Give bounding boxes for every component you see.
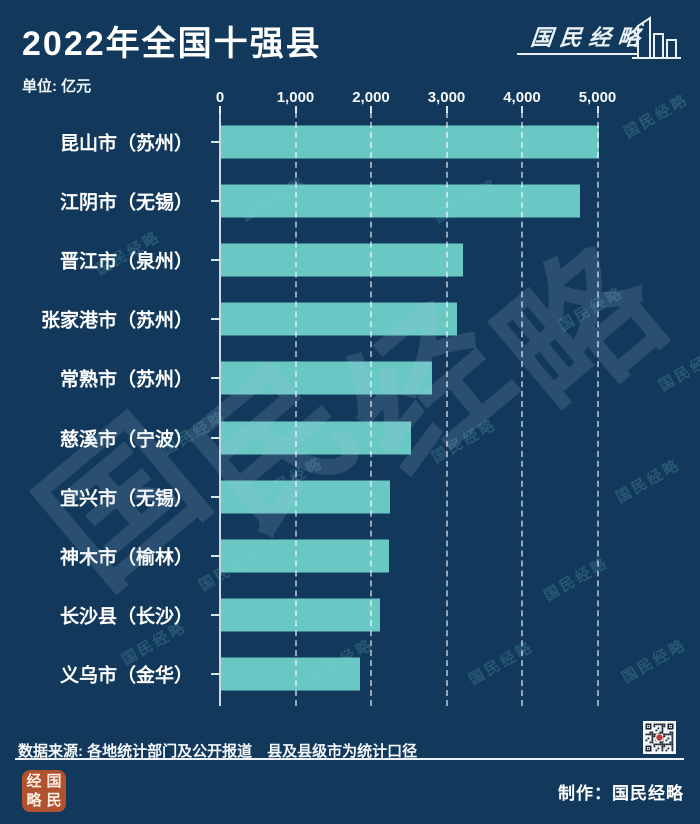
y-axis-line <box>219 106 221 706</box>
x-axis-tick-mark <box>521 106 523 113</box>
category-label: 昆山市（苏州） <box>59 133 193 155</box>
bar-row: 长沙县（长沙） <box>0 585 700 644</box>
y-axis-tick-mark <box>211 672 220 675</box>
x-axis-tick-mark <box>596 106 599 113</box>
category-label: 义乌市（金华） <box>59 665 193 687</box>
y-axis-tick-mark <box>211 613 220 616</box>
bar-row: 昆山市（苏州） <box>0 113 700 172</box>
category-label: 江阴市（无锡） <box>59 192 193 214</box>
maker-credit: 制作：国民经略 <box>558 784 684 803</box>
category-label: 宜兴市（无锡） <box>59 488 193 510</box>
bar-row: 义乌市（金华） <box>0 644 700 703</box>
gridline <box>370 112 372 706</box>
category-label: 神木市（榆林） <box>59 547 193 569</box>
y-axis-tick-mark <box>211 141 220 143</box>
bar <box>221 657 360 691</box>
y-axis-tick-mark <box>211 318 220 321</box>
bar-row: 宜兴市（无锡） <box>0 467 700 526</box>
x-axis-tick-mark <box>370 106 372 113</box>
x-axis-tick-label: 4,000 <box>503 89 541 106</box>
category-label: 常熟市（苏州） <box>59 369 193 391</box>
bar <box>221 421 412 454</box>
y-axis-tick-mark <box>211 200 220 203</box>
gridline <box>521 112 523 706</box>
bar-row: 慈溪市（宁波） <box>0 408 700 467</box>
gridline <box>596 112 599 706</box>
footer-divider <box>15 758 684 760</box>
category-label: 张家港市（苏州） <box>40 310 193 332</box>
data-source-note: 数据来源: 各地统计部门及公开报道 县及县级市为统计口径 <box>18 743 418 760</box>
seal-char: 经 <box>26 772 42 790</box>
bar-row: 神木市（榆林） <box>0 526 700 585</box>
brand-seal: 经 国 略 民 <box>22 770 66 812</box>
category-label: 长沙县（长沙） <box>59 606 193 628</box>
seal-char: 民 <box>46 791 62 809</box>
seal-char: 略 <box>26 791 42 809</box>
y-axis-tick-mark <box>211 259 220 262</box>
x-axis-tick-mark <box>219 106 221 113</box>
bar-row: 江阴市（无锡） <box>0 172 700 231</box>
x-axis-tick-label: 3,000 <box>427 89 466 106</box>
brand-logo: 国民经略 <box>517 14 682 60</box>
bar-row: 晋江市（泉州） <box>0 231 700 290</box>
category-label: 晋江市（泉州） <box>59 251 193 273</box>
qr-code <box>643 721 676 754</box>
x-axis-tick-mark <box>445 106 448 113</box>
bar <box>221 302 457 336</box>
y-axis-tick-mark <box>211 495 220 498</box>
x-axis-tick-label: 5,000 <box>578 89 617 106</box>
bar <box>221 125 599 159</box>
bar <box>221 480 391 514</box>
gridline <box>445 112 448 706</box>
bar-row: 张家港市（苏州） <box>0 290 700 349</box>
bar <box>221 361 433 395</box>
x-axis-tick-label: 2,000 <box>352 89 390 106</box>
bar <box>221 184 580 218</box>
y-axis-tick-mark <box>211 377 220 380</box>
gridline <box>294 112 297 706</box>
x-axis-tick-label: 1,000 <box>276 89 315 106</box>
bar <box>221 243 464 277</box>
bar-row: 常熟市（苏州） <box>0 349 700 408</box>
x-axis-tick-label: 0 <box>215 89 225 106</box>
unit-label: 单位: 亿元 <box>22 78 92 95</box>
buildings-icon <box>632 16 681 59</box>
page-title: 2022年全国十强县 <box>22 25 322 63</box>
y-axis-tick-mark <box>211 554 220 557</box>
category-label: 慈溪市（宁波） <box>59 429 193 450</box>
x-axis-tick-mark <box>294 106 297 113</box>
y-axis-tick-mark <box>211 436 220 439</box>
bar <box>221 598 381 632</box>
seal-char: 国 <box>46 772 62 790</box>
bar <box>221 539 390 573</box>
logo-underline <box>517 53 639 55</box>
